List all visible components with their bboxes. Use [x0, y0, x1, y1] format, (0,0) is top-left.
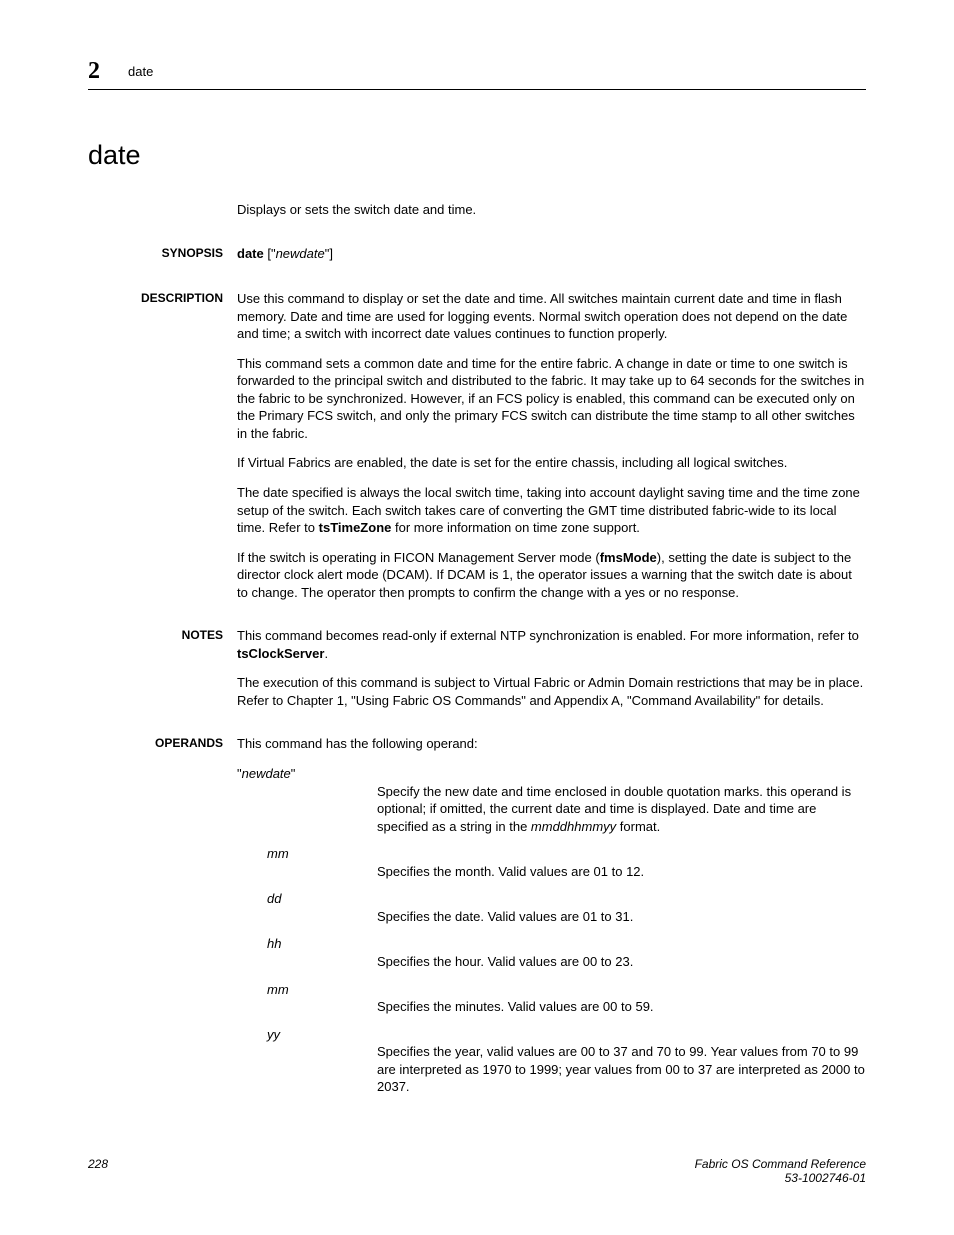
synopsis-open: ["	[264, 246, 276, 261]
operand-field-desc: Specifies the year, valid values are 00 …	[377, 1043, 866, 1096]
operand-field: yySpecifies the year, valid values are 0…	[267, 1026, 866, 1096]
description-p4: The date specified is always the local s…	[237, 484, 866, 537]
operands-label: OPERANDS	[88, 735, 237, 1095]
operand-field-desc: Specifies the month. Valid values are 01…	[377, 863, 866, 881]
header-title: date	[128, 64, 153, 79]
page-header: 2 date	[88, 58, 866, 90]
operand-field-term: hh	[267, 935, 866, 953]
synopsis-cmd: date	[237, 246, 264, 261]
description-p3: If Virtual Fabrics are enabled, the date…	[237, 454, 866, 472]
description-p5: If the switch is operating in FICON Mana…	[237, 549, 866, 602]
operand-field: mmSpecifies the minutes. Valid values ar…	[267, 981, 866, 1016]
operand-field: ddSpecifies the date. Valid values are 0…	[267, 890, 866, 925]
command-title: date	[88, 140, 866, 171]
operand-field-term: mm	[267, 845, 866, 863]
operand-field-term: dd	[267, 890, 866, 908]
operand-field-desc: Specifies the date. Valid values are 01 …	[377, 908, 866, 926]
operand-newdate: "newdate" Specify the new date and time …	[237, 765, 866, 835]
summary-text: Displays or sets the switch date and tim…	[237, 201, 866, 219]
synopsis-close: "]	[325, 246, 333, 261]
chapter-number: 2	[88, 58, 100, 85]
operand-field-term: mm	[267, 981, 866, 999]
operands-intro: This command has the following operand:	[237, 735, 866, 753]
operand-field: hhSpecifies the hour. Valid values are 0…	[267, 935, 866, 970]
footer-ref-num: 53-1002746-01	[695, 1171, 866, 1185]
notes-p1: This command becomes read-only if extern…	[237, 627, 866, 662]
synopsis-label: SYNOPSIS	[88, 245, 237, 263]
footer-ref-title: Fabric OS Command Reference	[695, 1157, 866, 1171]
description-p1: Use this command to display or set the d…	[237, 290, 866, 343]
operand-field-desc: Specifies the hour. Valid values are 00 …	[377, 953, 866, 971]
synopsis-arg: newdate	[276, 246, 325, 261]
description-label: DESCRIPTION	[88, 290, 237, 613]
operand-field-term: yy	[267, 1026, 866, 1044]
page-footer: 228 Fabric OS Command Reference 53-10027…	[88, 1157, 866, 1185]
description-p2: This command sets a common date and time…	[237, 355, 866, 443]
notes-label: NOTES	[88, 627, 237, 721]
notes-p2: The execution of this command is subject…	[237, 674, 866, 709]
section-label	[88, 201, 237, 231]
operand-field: mmSpecifies the month. Valid values are …	[267, 845, 866, 880]
operand-newdate-desc: Specify the new date and time enclosed i…	[377, 783, 866, 836]
operand-field-desc: Specifies the minutes. Valid values are …	[377, 998, 866, 1016]
page-number: 228	[88, 1157, 108, 1185]
